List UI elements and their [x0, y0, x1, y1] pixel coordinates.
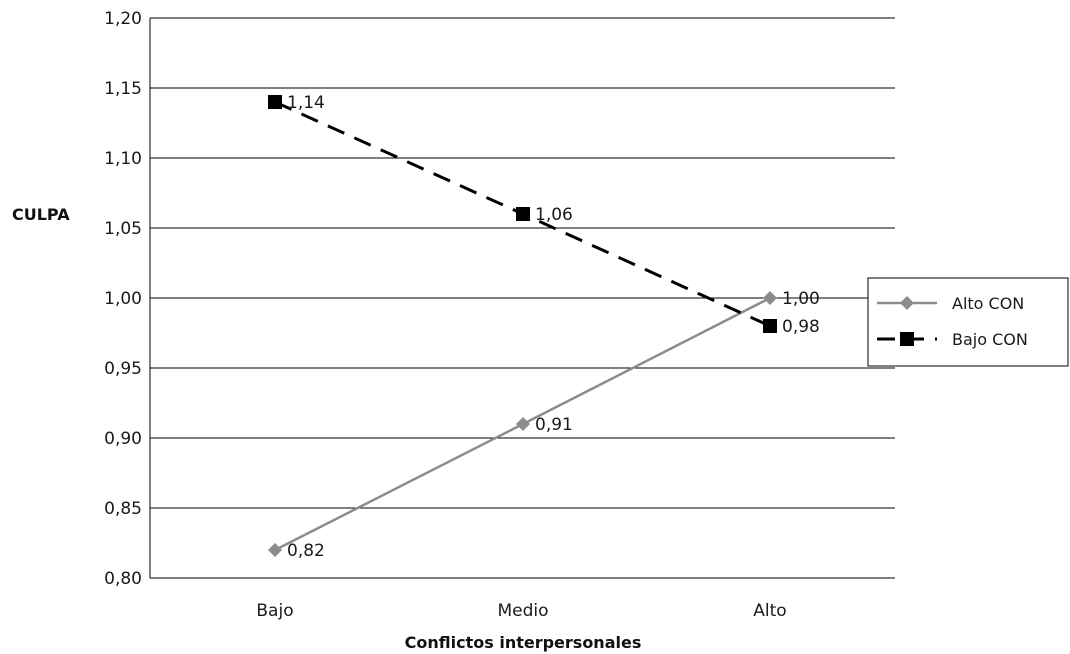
data-point-alto-con [268, 543, 282, 557]
y-tick-label: 0,85 [104, 499, 142, 519]
data-label-alto-con: 0,82 [287, 541, 325, 561]
y-axis-title: CULPA [12, 205, 70, 224]
y-tick-label: 1,10 [104, 149, 142, 169]
data-point-alto-con [763, 291, 777, 305]
grid-lines [150, 17, 895, 579]
data-point-bajo-con [268, 95, 282, 109]
x-tick-label: Alto [753, 601, 786, 621]
data-label-alto-con: 0,91 [535, 415, 573, 435]
y-tick-label: 1,00 [104, 289, 142, 309]
y-tick-label: 0,80 [104, 569, 142, 589]
data-labels: 0,82 0,91 1,00 1,14 1,06 0,98 [287, 93, 820, 561]
y-axis-ticks: 0,80 0,85 0,90 0,95 1,00 1,05 1,10 1,15 1,20 [104, 9, 142, 589]
legend-label-bajo-con: Bajo CON [952, 330, 1028, 349]
legend-marker-alto-con [900, 296, 914, 310]
series-lines [268, 95, 777, 557]
y-tick-label: 1,15 [104, 79, 142, 99]
data-point-bajo-con [516, 207, 530, 221]
legend-marker-bajo-con [900, 332, 914, 346]
legend: Alto CON Bajo CON [867, 277, 1069, 367]
x-tick-label: Medio [497, 601, 548, 621]
data-label-bajo-con: 0,98 [782, 317, 820, 337]
data-label-bajo-con: 1,14 [287, 93, 325, 113]
legend-box [867, 277, 1069, 367]
data-label-alto-con: 1,00 [782, 289, 820, 309]
data-point-bajo-con [763, 319, 777, 333]
legend-label-alto-con: Alto CON [952, 294, 1024, 313]
y-tick-label: 0,95 [104, 359, 142, 379]
x-tick-label: Bajo [256, 601, 293, 621]
y-tick-label: 0,90 [104, 429, 142, 449]
y-tick-label: 1,20 [104, 9, 142, 29]
x-axis-title: Conflictos interpersonales [405, 633, 642, 652]
data-label-bajo-con: 1,06 [535, 205, 573, 225]
data-point-alto-con [516, 417, 530, 431]
y-tick-label: 1,05 [104, 219, 142, 239]
x-axis-ticks: Bajo Medio Alto [256, 601, 786, 621]
